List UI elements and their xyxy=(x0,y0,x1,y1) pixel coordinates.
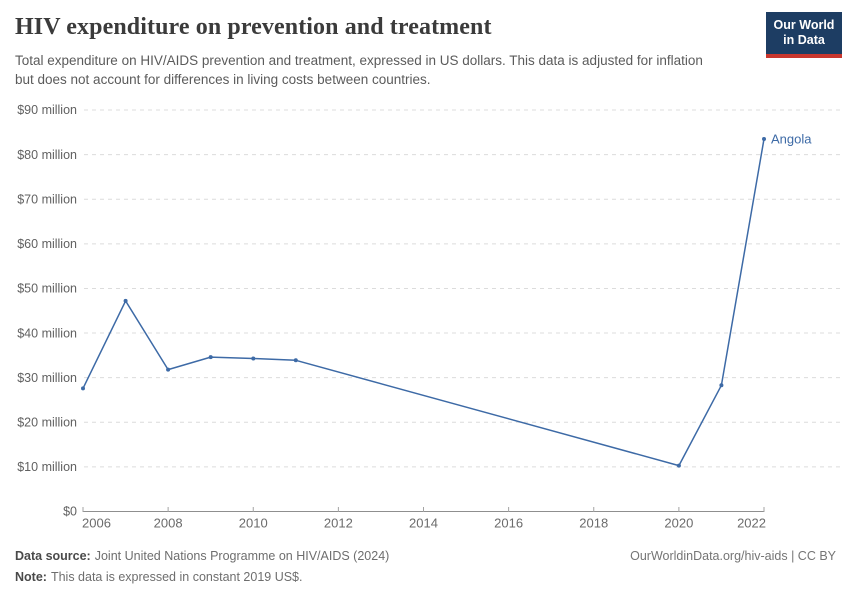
x-tick-label: 2010 xyxy=(239,516,268,531)
owid-logo-line1: Our World xyxy=(773,18,835,32)
y-tick-label: $0 xyxy=(63,505,77,519)
note-label: Note: xyxy=(15,569,47,584)
data-point xyxy=(166,367,171,372)
chart-note: Note: This data is expressed in constant … xyxy=(15,567,836,588)
y-tick-label: $90 million xyxy=(17,103,77,117)
series-label: Angola xyxy=(771,131,812,146)
owid-logo[interactable]: Our World in Data xyxy=(766,12,842,58)
y-tick-label: $80 million xyxy=(17,148,77,162)
data-point xyxy=(251,356,256,361)
owid-logo-line2: in Data xyxy=(783,33,825,48)
data-point xyxy=(81,386,85,391)
data-point xyxy=(676,463,681,468)
y-tick-label: $40 million xyxy=(17,326,77,340)
y-tick-label: $60 million xyxy=(17,237,77,251)
note-text: This data is expressed in constant 2019 … xyxy=(50,569,303,584)
data-point xyxy=(293,358,298,363)
y-tick-label: $20 million xyxy=(17,415,77,429)
series-line-angola xyxy=(82,138,765,467)
y-tick-label: $30 million xyxy=(17,371,77,385)
credit-link[interactable]: OurWorldinData.org/hiv-aids | CC BY xyxy=(630,549,836,563)
data-source-label: Data source: xyxy=(15,549,91,563)
data-source-text: Joint United Nations Programme on HIV/AI… xyxy=(94,549,390,563)
y-tick-label: $10 million xyxy=(17,460,77,474)
chart-footer: Data source: Joint United Nations Program… xyxy=(15,546,836,587)
data-point xyxy=(762,137,766,141)
data-source: Data source: Joint United Nations Program… xyxy=(15,546,389,567)
x-tick-label: 2020 xyxy=(664,516,693,531)
chart-title: HIV expenditure on prevention and treatm… xyxy=(15,14,492,40)
chart-subtitle: Total expenditure on HIV/AIDS prevention… xyxy=(15,52,703,88)
x-tick-label: 2022 xyxy=(737,516,766,531)
x-tick-label: 2006 xyxy=(82,516,111,531)
data-point xyxy=(719,383,724,388)
chart-header: HIV expenditure on prevention and treatm… xyxy=(15,14,835,90)
y-tick-label: $70 million xyxy=(17,192,77,206)
x-tick-label: 2012 xyxy=(324,516,353,531)
x-tick-label: 2018 xyxy=(579,516,608,531)
x-tick-label: 2016 xyxy=(494,516,523,531)
data-point xyxy=(208,355,213,360)
x-tick-label: 2008 xyxy=(154,516,183,531)
data-point xyxy=(123,298,128,303)
x-tick-label: 2014 xyxy=(409,516,438,531)
y-tick-label: $50 million xyxy=(17,282,77,296)
